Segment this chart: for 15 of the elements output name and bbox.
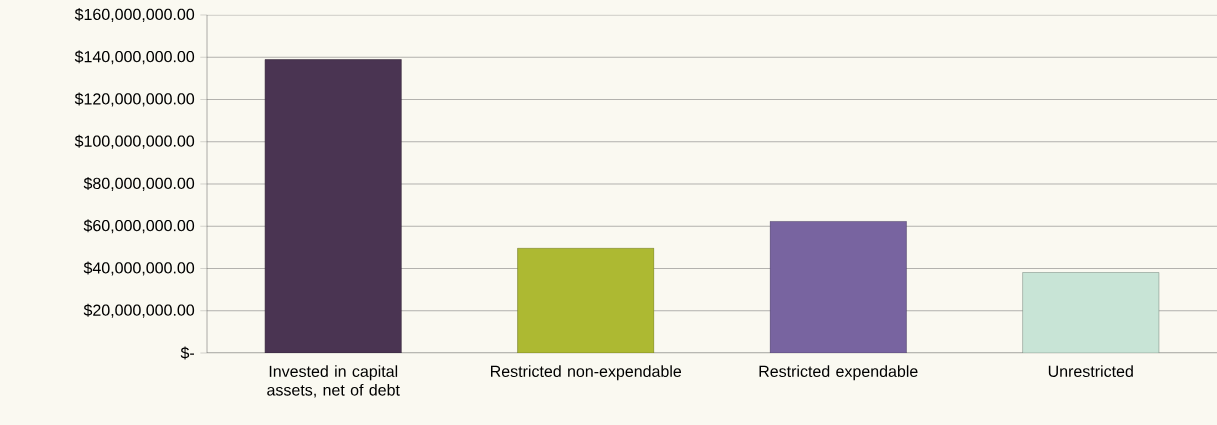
y-tick-label: $- xyxy=(180,346,195,360)
x-tick-label: Invested in capital assets, net of debt xyxy=(267,365,400,398)
y-tick-label: $20,000,000.00 xyxy=(83,303,195,318)
x-tick-label: Restricted non-expendable xyxy=(491,365,682,381)
y-tick-label: $100,000,000.00 xyxy=(74,134,195,149)
y-tick-label: $40,000,000.00 xyxy=(83,261,195,276)
y-tick-label: $80,000,000.00 xyxy=(83,177,195,191)
y-tick-label: $140,000,000.00 xyxy=(74,50,195,65)
y-tick-label: $120,000,000.00 xyxy=(74,92,195,107)
x-tick-label: Unrestricted xyxy=(1048,365,1133,378)
x-tick-label: Restricted expendable xyxy=(759,365,918,381)
bar xyxy=(769,221,907,353)
y-tick-label: $160,000,000.00 xyxy=(74,8,195,22)
bar xyxy=(517,247,655,353)
y-tick-label: $60,000,000.00 xyxy=(83,219,195,234)
